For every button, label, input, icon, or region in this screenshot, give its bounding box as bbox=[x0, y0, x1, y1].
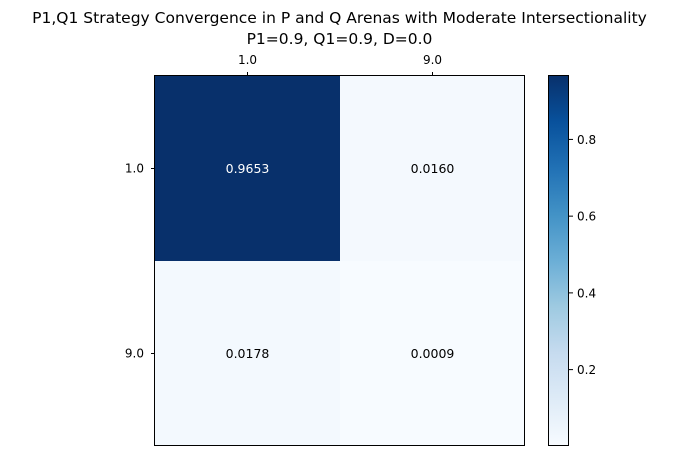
heatmap-cells: 0.9653 0.0160 0.0178 0.0009 bbox=[155, 76, 525, 446]
cell-value-label-r2-c2: 0.0009 bbox=[411, 346, 455, 361]
chart-title-line-1: P1,Q1 Strategy Convergence in P and Q Ar… bbox=[32, 9, 647, 27]
cell-value-label-r1-c2: 0.0160 bbox=[411, 161, 455, 176]
colorbar bbox=[548, 75, 569, 446]
axis-ticks bbox=[151, 72, 433, 354]
heatmap-cell-r2-c2 bbox=[340, 261, 525, 446]
heatmap-cell-r2-c1 bbox=[155, 261, 340, 446]
chart-title-line-2: P1=0.9, Q1=0.9, D=0.0 bbox=[247, 30, 433, 48]
cell-value-label-r1-c1: 0.9653 bbox=[226, 161, 270, 176]
heatmap-frame bbox=[154, 75, 525, 446]
colorbar-ticks: 0.2 0.4 0.6 0.8 bbox=[569, 133, 596, 377]
heatmap-cell-r1-c1 bbox=[155, 76, 340, 261]
colorbar-tick-label-3: 0.6 bbox=[577, 210, 596, 224]
y-tick-label-2: 9.0 bbox=[125, 347, 144, 361]
cell-value-label-r2-c1: 0.0178 bbox=[226, 346, 270, 361]
x-tick-label-2: 9.0 bbox=[423, 53, 442, 67]
colorbar-tick-label-4: 0.8 bbox=[577, 133, 596, 147]
x-tick-label-1: 1.0 bbox=[238, 53, 257, 67]
y-tick-label-1: 1.0 bbox=[125, 162, 144, 176]
heatmap-cell-r1-c2 bbox=[340, 76, 525, 261]
colorbar-tick-label-1: 0.2 bbox=[577, 363, 596, 377]
colorbar-tick-label-2: 0.4 bbox=[577, 286, 596, 300]
